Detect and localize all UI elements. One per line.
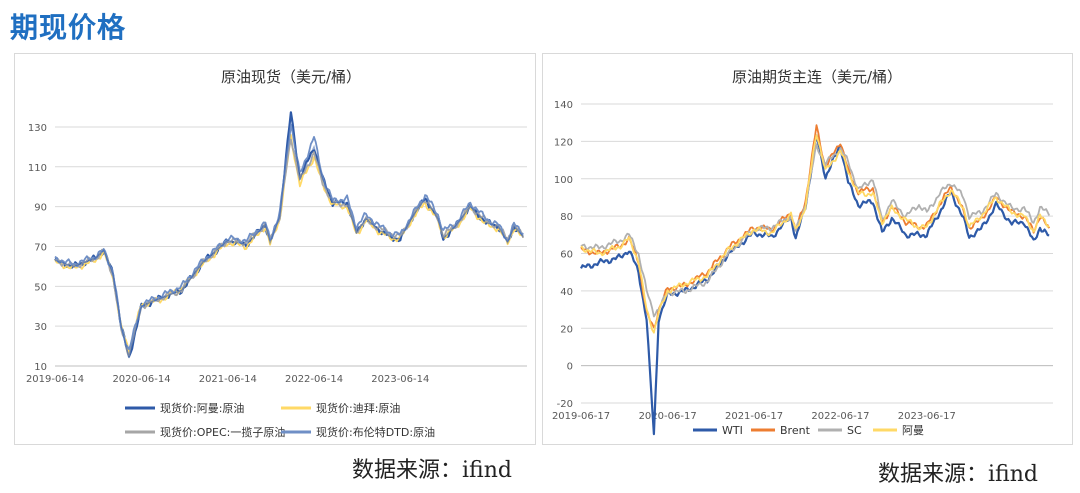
chart-title: 原油期货主连（美元/桶） — [732, 68, 902, 86]
data-source-label-left: 数据来源：ifind — [352, 458, 512, 483]
x-tick-label: 2019-06-14 — [26, 374, 84, 385]
x-tick-label: 2021-06-14 — [199, 374, 257, 385]
x-tick-label: 2022-06-17 — [811, 411, 869, 422]
series-line-3 — [580, 134, 1050, 334]
y-tick-label: 30 — [34, 322, 47, 333]
legend-label: SC — [847, 424, 862, 437]
spot-price-chart: 原油现货（美元/桶） 10 30 50 70 90 110 130 2019-06-14 2020… — [26, 68, 527, 439]
y-tick-label: 40 — [560, 287, 573, 298]
x-tick-label: 2023-06-17 — [898, 411, 956, 422]
y-tick-label: -20 — [557, 399, 573, 410]
y-tick-label: 140 — [554, 100, 573, 111]
chart-title: 原油现货（美元/桶） — [221, 68, 361, 86]
legend-label: 现货价:阿曼:原油 — [160, 401, 244, 415]
y-tick-label: 50 — [34, 282, 47, 293]
y-tick-label: 120 — [554, 137, 573, 148]
futures-chart-panel: 原油期货主连（美元/桶） -20 0 20 40 60 80 100 120 140 2019-06… — [542, 53, 1073, 445]
futures-main-contract-chart: 原油期货主连（美元/桶） -20 0 20 40 60 80 100 120 140 2019-06… — [552, 68, 1053, 437]
legend-label: 阿曼 — [902, 424, 924, 437]
legend-label: WTI — [722, 424, 743, 437]
x-tick-label: 2020-06-17 — [639, 411, 697, 422]
y-tick-label: 70 — [34, 242, 47, 253]
x-tick-label: 2020-06-14 — [112, 374, 170, 385]
y-tick-label: 110 — [28, 163, 47, 174]
series-line-2 — [54, 138, 525, 357]
legend-label: Brent — [780, 424, 811, 437]
series-line-0 — [580, 134, 1050, 436]
legend-label: 现货价:OPEC:一揽子原油 — [160, 425, 285, 439]
x-tick-label: 2023-06-14 — [371, 374, 429, 385]
legend-label: 现货价:迪拜:原油 — [316, 401, 400, 415]
y-tick-label: 90 — [34, 203, 47, 214]
y-tick-label: 100 — [554, 175, 573, 186]
y-tick-label: 10 — [34, 362, 47, 373]
x-tick-label: 2019-06-17 — [552, 411, 610, 422]
series-line-3 — [54, 123, 524, 351]
y-tick-label: 0 — [567, 362, 573, 373]
legend-label: 现货价:布伦特DTD:原油 — [316, 425, 435, 439]
spot-price-chart-panel: 原油现货（美元/桶） 10 30 50 70 90 110 130 2019-06-14 2020… — [14, 53, 536, 445]
x-tick-label: 2022-06-14 — [285, 374, 343, 385]
y-tick-label: 80 — [560, 212, 573, 223]
y-tick-label: 20 — [560, 324, 573, 335]
series-line-0-overlay — [54, 112, 524, 359]
y-tick-label: 130 — [28, 123, 47, 134]
y-tick-label: 60 — [560, 250, 573, 261]
series-line-1 — [54, 134, 524, 354]
x-tick-label: 2021-06-17 — [725, 411, 783, 422]
page-title: 期现价格 — [10, 11, 127, 44]
data-source-label-right: 数据来源：ifind — [878, 462, 1038, 487]
